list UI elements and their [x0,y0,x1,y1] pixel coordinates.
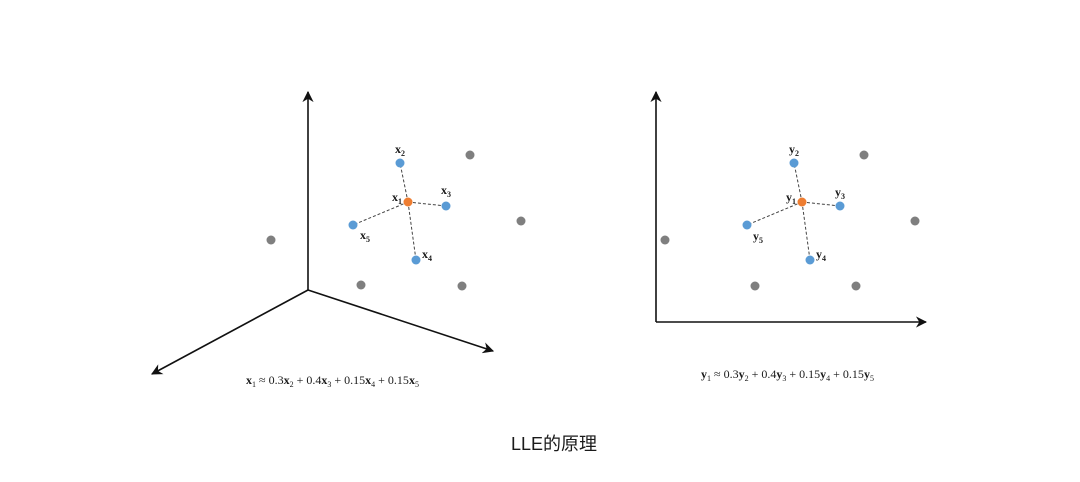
right-label-y2: y2 [789,142,799,158]
left-other-point [465,150,475,160]
right-formula: y1 ≈ 0.3y2 + 0.4y3 + 0.15y4 + 0.15y5 [701,367,874,383]
left-other-point [516,216,526,226]
left-other-point [457,281,467,291]
right-other-point [660,235,670,245]
left-connections [352,162,447,261]
left-other-points [266,150,526,291]
left-point-x4 [411,255,421,265]
right-link-y2 [793,162,803,203]
right-neighbor-points [742,158,845,265]
right-link-y4 [801,201,811,261]
right-other-point [851,281,861,291]
right-panel: y2 y1 y3 y4 y5 y1 ≈ 0.3y2 + 0.4y3 + 0.15… [650,90,928,383]
right-label-y5: y5 [753,229,763,245]
right-other-point [750,281,760,291]
right-label-y3: y3 [835,185,845,201]
left-formula: x1 ≈ 0.3x2 + 0.4x3 + 0.15x4 + 0.15x5 [246,373,419,389]
left-point-x1 [403,197,413,207]
right-other-point [859,150,869,160]
right-axes [650,90,928,328]
left-other-point [356,280,366,290]
right-point-y1 [797,197,807,207]
right-other-points [660,150,920,291]
right-label-y1: y1 [786,190,796,206]
right-link-y3 [801,201,841,207]
caption: LLE的原理 [511,434,597,454]
left-link-x3 [407,201,447,207]
right-point-y2 [789,158,799,168]
right-label-y4: y4 [816,247,826,263]
left-link-x4 [407,201,417,261]
right-point-y3 [835,201,845,211]
left-panel: x2 x1 x3 x4 x5 x1 ≈ 0.3x2 + 0.4x3 + 0.15… [151,90,526,389]
right-other-point [910,216,920,226]
left-label-x3: x3 [441,183,451,199]
right-point-y4 [805,255,815,265]
right-point-y5 [742,220,752,230]
left-label-x2: x2 [395,142,405,158]
left-point-x3 [441,201,451,211]
left-neighbor-points [348,158,451,265]
left-label-x1: x1 [392,190,402,206]
left-axis-x [151,289,309,375]
right-connections [746,162,841,261]
left-link-x2 [399,162,409,203]
right-point-labels: y2 y1 y3 y4 y5 [753,142,845,263]
left-point-labels: x2 x1 x3 x4 x5 [360,142,451,263]
left-point-x2 [395,158,405,168]
left-point-x5 [348,220,358,230]
left-axes [151,90,495,375]
left-axis-y [307,289,495,354]
left-other-point [266,235,276,245]
left-label-x5: x5 [360,228,370,244]
left-label-x4: x4 [422,247,432,263]
